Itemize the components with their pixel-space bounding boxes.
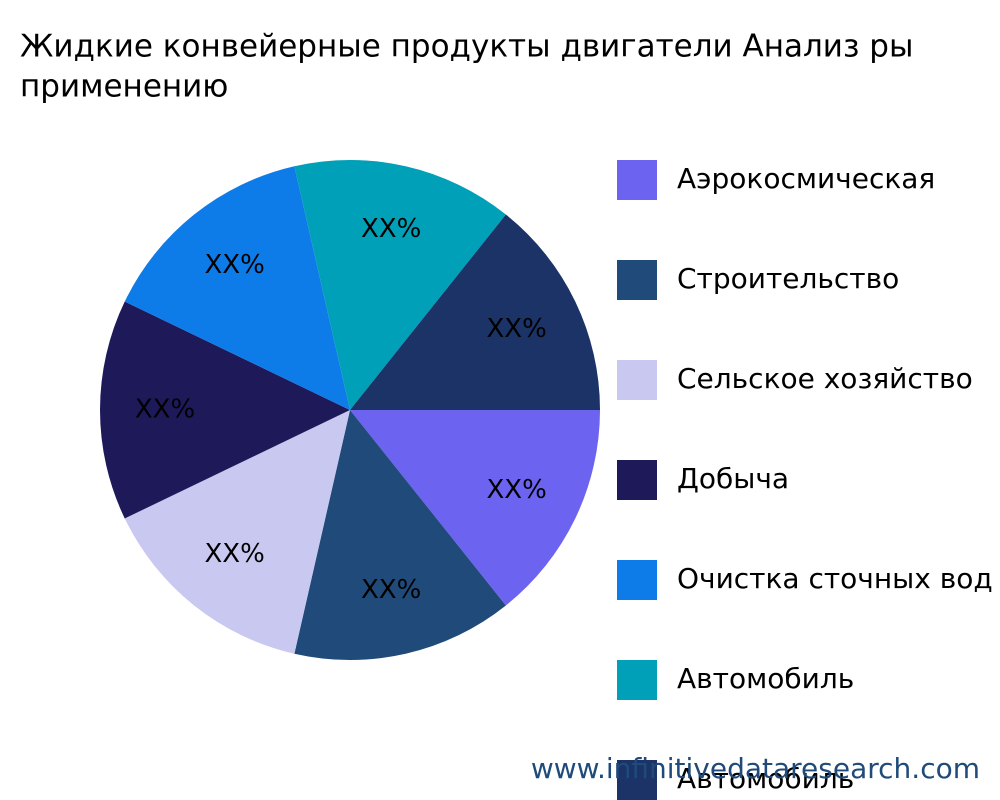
- legend-label: Аэрокосмическая: [677, 162, 935, 195]
- data-label: XX%: [204, 250, 264, 280]
- legend-swatch: [617, 360, 657, 400]
- pie-slice: [294, 159, 506, 410]
- legend-label: Строительство: [677, 262, 899, 295]
- pie-slice: [100, 301, 350, 519]
- pie-slice: [294, 410, 506, 661]
- pie-slice: [124, 166, 350, 410]
- data-label: XX%: [487, 475, 547, 505]
- legend-swatch: [617, 160, 657, 200]
- chart-title: применению: [20, 69, 228, 105]
- data-label: XX%: [361, 214, 421, 244]
- legend-swatch: [617, 560, 657, 600]
- pie-slice: [124, 410, 350, 654]
- legend-label: Автомобиль: [677, 762, 854, 795]
- legend-swatch: [617, 760, 657, 800]
- legend-label: Автомобиль: [677, 662, 854, 695]
- pie-slice: [350, 214, 600, 410]
- data-label: XX%: [487, 314, 547, 344]
- legend-swatch: [617, 460, 657, 500]
- pie: XX% XX% XX% XX% XX% XX% XX%: [100, 159, 600, 661]
- legend-label: Добыча: [677, 462, 789, 495]
- data-label: XX%: [361, 575, 421, 605]
- watermark: www.infinitivedataresearch.com: [531, 752, 980, 785]
- legend-swatch: [617, 260, 657, 300]
- legend-label: Очистка сточных вод: [677, 562, 993, 595]
- data-label: XX%: [204, 539, 264, 569]
- legend: Аэрокосмическая Строительство Сельское хоз…: [617, 160, 993, 800]
- legend-swatch: [617, 660, 657, 700]
- legend-label: Сельское хозяйство: [677, 362, 973, 395]
- pie-slice: [350, 410, 600, 606]
- chart-title: Жидкие конвейерные продукты двигатели Ан…: [20, 29, 913, 65]
- data-label: XX%: [135, 395, 195, 425]
